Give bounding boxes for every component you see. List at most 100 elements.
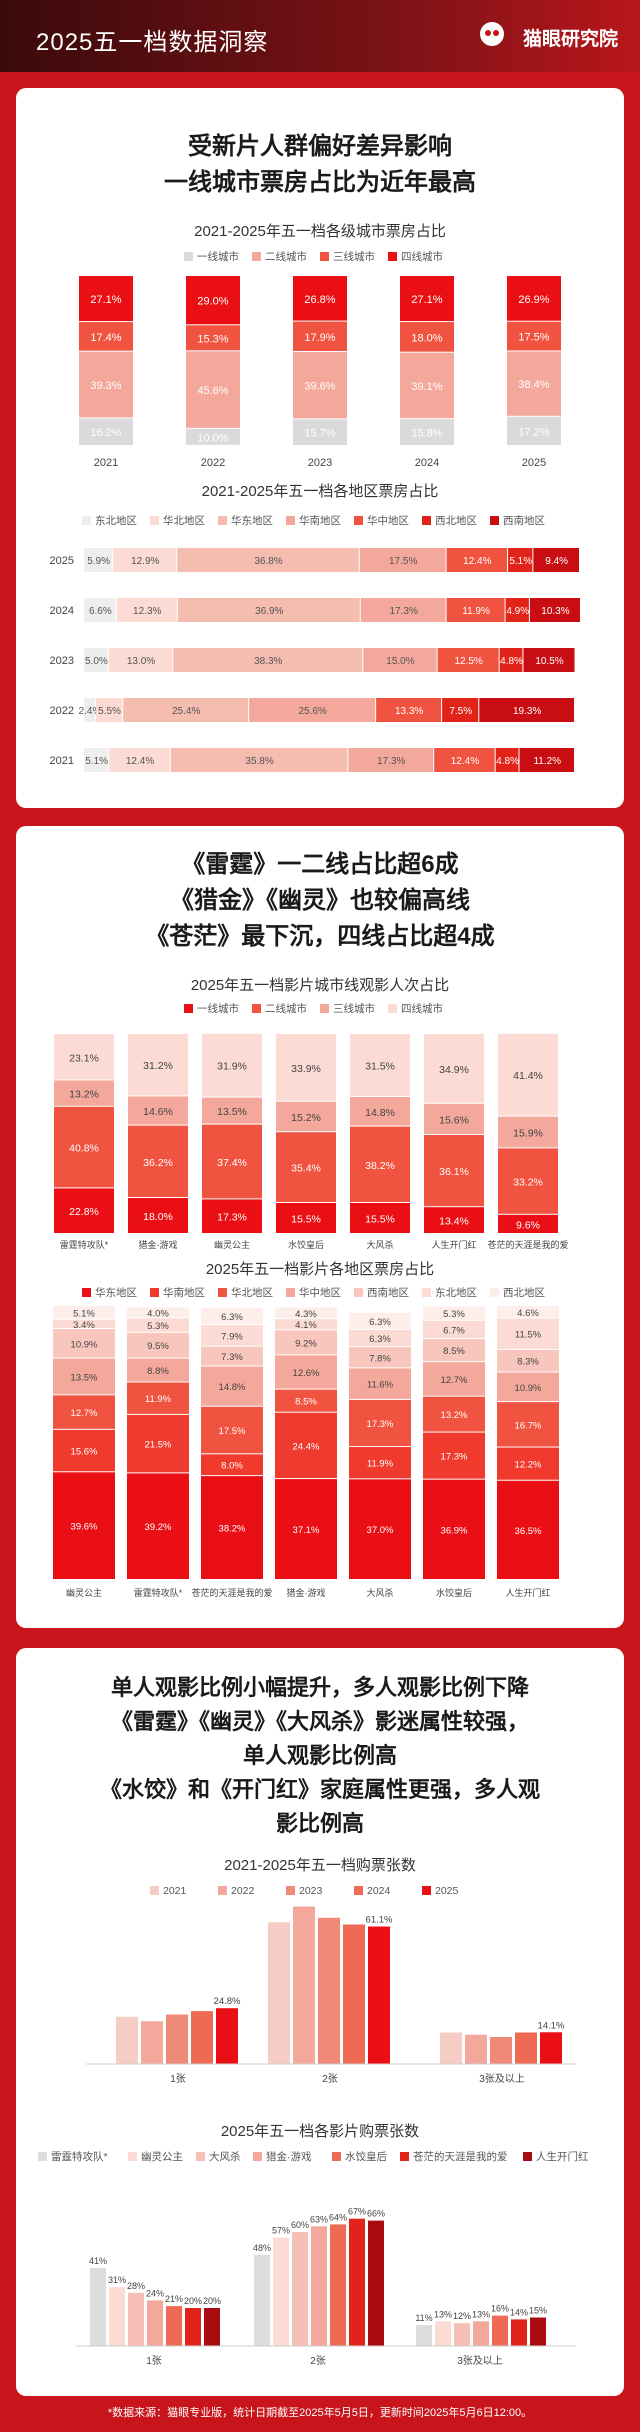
bar bbox=[254, 2254, 270, 2346]
bar-segment bbox=[446, 548, 508, 572]
bar bbox=[318, 1917, 340, 2064]
year-legend-label: 2021 bbox=[163, 1885, 187, 1897]
bar-segment bbox=[498, 1033, 558, 1116]
data-label: 17.3% bbox=[441, 1452, 468, 1463]
bar-segment bbox=[201, 1366, 263, 1406]
data-label: 17.5% bbox=[518, 332, 549, 344]
bar-segment bbox=[128, 1198, 188, 1233]
y-tick-label: 2021 bbox=[50, 755, 74, 767]
year-legend-label: 2025 bbox=[435, 1885, 459, 1897]
data-label: 15% bbox=[529, 2306, 547, 2316]
bar bbox=[141, 2021, 163, 2064]
chart-title: 2025年五一档各影片购票张数 bbox=[221, 2123, 419, 2140]
data-label: 13.0% bbox=[127, 656, 155, 667]
region-legend-label: 东北地区 bbox=[95, 514, 137, 527]
bar-segment bbox=[109, 748, 170, 772]
card-film-city-region: 《雷霆》一二线占比超6成 《猎金》《幽灵》也较偏高线 《苍茫》最下沉，四线占比超… bbox=[16, 826, 624, 1628]
data-label: 8.0% bbox=[221, 1461, 243, 1472]
bar-segment bbox=[350, 1034, 410, 1096]
bar-segment bbox=[376, 698, 442, 722]
bar-segment bbox=[275, 1355, 337, 1389]
data-label: 12.2% bbox=[515, 1460, 542, 1471]
card-city-region: 受新片人群偏好差异影响 一线城市票房占比为近年最高 2021-2025年五一档各… bbox=[16, 88, 624, 808]
year-legend-swatch bbox=[218, 1886, 227, 1895]
bar-segment bbox=[498, 1214, 558, 1233]
bar bbox=[368, 1926, 390, 2064]
data-label: 10.9% bbox=[71, 1339, 98, 1350]
bar-segment bbox=[53, 1395, 115, 1429]
data-label: 6.7% bbox=[443, 1325, 465, 1336]
data-label: 5.9% bbox=[87, 556, 110, 567]
data-label: 5.1% bbox=[509, 556, 532, 567]
film-tier-legend-label: 一线城市 bbox=[197, 1002, 239, 1015]
data-label: 19.3% bbox=[513, 706, 541, 717]
bar-segment bbox=[177, 598, 360, 622]
data-label: 36.1% bbox=[439, 1166, 469, 1178]
bar-segment bbox=[497, 1447, 559, 1480]
x-tick-label: 2021 bbox=[94, 457, 118, 469]
bar-segment bbox=[423, 1362, 485, 1396]
data-label: 11% bbox=[415, 2313, 432, 2323]
bar-segment bbox=[424, 1207, 484, 1233]
film-region-legend-label: 华南地区 bbox=[163, 1286, 205, 1299]
region-legend-swatch bbox=[150, 516, 159, 525]
tier-legend-label: 四线城市 bbox=[401, 250, 443, 263]
bar-segment bbox=[497, 1372, 559, 1402]
data-label: 17.4% bbox=[90, 332, 121, 344]
x-tick-label: 猎金·游戏 bbox=[287, 1587, 326, 1598]
section3-title-line2: 《雷霆》《幽灵》《大风杀》影迷属性较强， bbox=[110, 1709, 529, 1734]
chart-title: 2021-2025年五一档各级城市票房占比 bbox=[194, 223, 446, 240]
bar-segment bbox=[202, 1199, 262, 1233]
data-label: 15.6% bbox=[71, 1447, 98, 1458]
film-ticket-legend-label: 水饺皇后 bbox=[345, 2150, 387, 2163]
data-label: 4.8% bbox=[496, 756, 519, 767]
tier-legend-swatch bbox=[184, 252, 193, 261]
data-label: 4.8% bbox=[500, 656, 523, 667]
bar-segment bbox=[127, 1358, 189, 1382]
data-label: 9.5% bbox=[147, 1341, 169, 1352]
data-label: 15.3% bbox=[197, 333, 228, 345]
data-label: 21.5% bbox=[145, 1440, 172, 1451]
data-label: 36.8% bbox=[254, 556, 282, 567]
film-region-legend-label: 东北地区 bbox=[435, 1286, 477, 1299]
bar bbox=[515, 2032, 537, 2064]
film-region-legend-label: 华中地区 bbox=[299, 1286, 341, 1299]
data-label: 12.5% bbox=[454, 656, 482, 667]
data-label: 15.5% bbox=[291, 1214, 321, 1226]
section1-title-line1: 受新片人群偏好差异影响 bbox=[188, 133, 452, 160]
bar-segment bbox=[170, 748, 348, 772]
film-region-legend-label: 西北地区 bbox=[503, 1286, 545, 1299]
data-label: 14.8% bbox=[219, 1382, 246, 1393]
year-legend-label: 2022 bbox=[231, 1885, 255, 1897]
data-label: 11.9% bbox=[145, 1394, 172, 1405]
data-label: 39.1% bbox=[411, 381, 442, 393]
data-label: 27.1% bbox=[90, 294, 121, 306]
data-label: 5.3% bbox=[443, 1309, 465, 1320]
region-legend-label: 华中地区 bbox=[367, 514, 409, 527]
bar-segment bbox=[275, 1307, 337, 1319]
data-label: 28% bbox=[127, 2281, 145, 2291]
bar-segment bbox=[127, 1414, 189, 1473]
data-label: 35.8% bbox=[245, 756, 273, 767]
bar-segment bbox=[84, 548, 113, 572]
bar-segment bbox=[123, 698, 249, 722]
y-tick-label: 2024 bbox=[50, 605, 74, 617]
bar-segment bbox=[507, 321, 561, 351]
bar-segment bbox=[505, 598, 529, 622]
bar-segment bbox=[79, 276, 133, 322]
chart-ticket-count-years: 2021-2025年五一档购票张数 2021 2022 2023 2024 2025 24.… bbox=[86, 1857, 576, 2085]
film-tier-legend-swatch bbox=[388, 1004, 397, 1013]
bar-segment bbox=[127, 1307, 189, 1318]
y-tick-label: 2023 bbox=[50, 655, 74, 667]
film-ticket-legend-label: 人生开门红 bbox=[536, 2150, 589, 2163]
bar-segment bbox=[275, 1319, 337, 1330]
bar bbox=[191, 2011, 213, 2064]
data-label: 17.3% bbox=[389, 606, 417, 617]
x-tick-label: 雷霆特攻队* bbox=[134, 1587, 183, 1598]
data-label: 12.7% bbox=[441, 1375, 468, 1386]
data-label: 27.1% bbox=[411, 294, 442, 306]
data-label: 7.3% bbox=[221, 1352, 243, 1363]
header: 2025五一档数据洞察 猫眼研究院 bbox=[0, 0, 640, 72]
bar-segment bbox=[423, 1432, 485, 1479]
